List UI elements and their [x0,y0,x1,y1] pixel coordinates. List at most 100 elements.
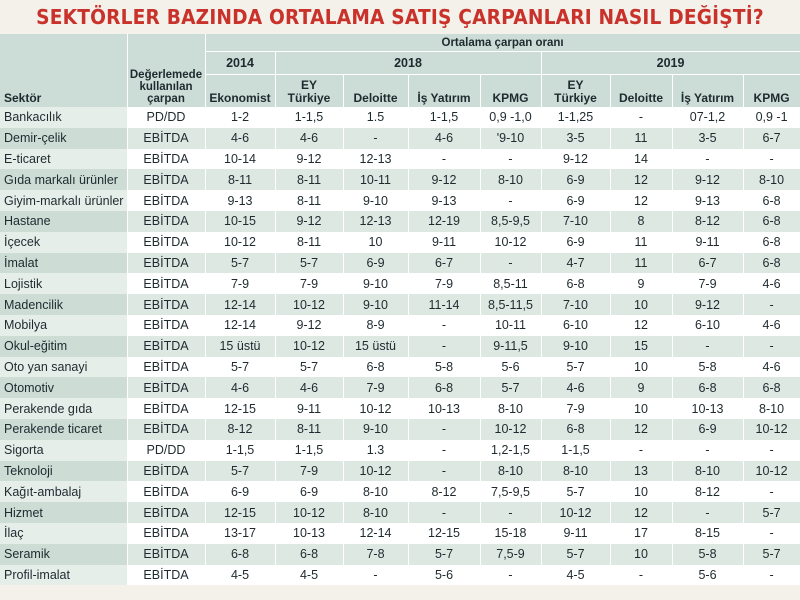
is-yatirim-2019-cell: 7-9 [672,273,744,295]
kpmg-2018-cell: 8,5-11 [480,273,542,295]
table-row: İçecek EBİTDA 10-12 8-11 10 9-11 10-12 6-9 11 9-1… [0,231,800,253]
deloitte-2018-cell: 1.3 [343,439,409,461]
is-yatirim-2019-cell: 8-12 [672,210,744,232]
ey-2018-cell: 9-11 [275,398,344,419]
kpmg-2018-cell: 10-11 [480,314,542,336]
kpmg-2019-cell: 5-7 [743,543,800,565]
sector-cell: Giyim-markalı ürünler [0,190,128,211]
header-ey-2019-line1: EY [567,78,584,92]
header-is-yatirim-2018: İş Yatırım [408,74,481,107]
page-title: SEKTÖRLER BAZINDA ORTALAMA SATIŞ ÇARPANL… [36,5,764,29]
ekonomist-2014-cell: 6-9 [205,481,276,503]
table-row: Seramik EBİTDA 6-8 6-8 7-8 5-7 7,5-9 5-7 10 5-8 5-… [0,543,800,565]
table-row: Profil-imalat EBİTDA 4-5 4-5-5-6-4-5-5-6- [0,564,800,586]
method-cell: EBİTDA [127,314,206,336]
table-row: İmalat EBİTDA 5-7 5-7 6-9 6-7-4-7 11 6-7 6-8 [0,252,800,274]
kpmg-2018-cell: 15-18 [480,522,542,544]
kpmg-2018-cell: - [480,564,542,586]
kpmg-2018-cell: - [480,148,542,170]
deloitte-2018-cell: 7-8 [343,543,409,565]
table-row: Demir-çelik EBİTDA 4-6 4-6-4-6'9-10 3-5 11 3-5… [0,127,800,149]
ey-2018-cell: 8-11 [275,169,344,191]
ekonomist-2014-cell: 5-7 [205,460,276,482]
is-yatirim-2018-cell: 7-9 [408,273,481,295]
ekonomist-2014-cell: 4-6 [205,377,276,399]
sector-cell: Otomotiv [0,377,128,399]
ey-2019-cell: 1-1,5 [541,439,611,461]
method-cell: EBİTDA [127,460,206,482]
sector-cell: Kağıt-ambalaj [0,481,128,503]
method-cell: EBİTDA [127,481,206,503]
ey-2019-cell: 6-9 [541,190,611,211]
sector-cell: Demir-çelik [0,127,128,149]
deloitte-2019-cell: 10 [610,543,673,565]
ey-2018-cell: 10-13 [275,522,344,544]
deloitte-2018-cell: 8-9 [343,314,409,336]
is-yatirim-2018-cell: 4-6 [408,127,481,149]
sector-cell: Hastane [0,210,128,232]
table-row: Giyim-markalı ürünler EBİTDA 9-13 8-11 9-10 9… [0,190,800,211]
ey-2019-cell: 8-10 [541,460,611,482]
deloitte-2019-cell: 10 [610,356,673,378]
ey-2019-cell: 6-8 [541,273,611,295]
ekonomist-2014-cell: 10-15 [205,210,276,232]
table-row: Oto yan sanayi EBİTDA 5-7 5-7 6-8 5-8 5-6 5-7 10… [0,356,800,378]
kpmg-2018-cell: - [480,190,542,211]
table-row: Hizmet EBİTDA 12-15 10-12 8-10- -10-12 12-5-7 [0,502,800,523]
ekonomist-2014-cell: 12-14 [205,294,276,315]
is-yatirim-2018-cell: 5-6 [408,564,481,586]
table-row: E-ticaret EBİTDA 10-14 9-12 12-13- -9-12 14- - [0,148,800,170]
sector-cell: E-ticaret [0,148,128,170]
deloitte-2018-cell: 1.5 [343,107,409,128]
ey-2018-cell: 10-12 [275,294,344,315]
kpmg-2018-cell: 0,9 -1,0 [480,107,542,128]
deloitte-2019-cell: 15 [610,335,673,357]
kpmg-2018-cell: 5-7 [480,377,542,399]
deloitte-2019-cell: 12 [610,418,673,440]
deloitte-2019-cell: 10 [610,481,673,503]
ekonomist-2014-cell: 12-14 [205,314,276,336]
deloitte-2018-cell: 8-10 [343,502,409,523]
table-row: Mobilya EBİTDA 12-14 9-12 8-9-10-11 6-10 12 6-1… [0,314,800,336]
is-yatirim-2018-cell: - [408,439,481,461]
header-is-yatirim-2019: İş Yatırım [672,74,744,107]
kpmg-2018-cell: 10-12 [480,231,542,253]
kpmg-2018-cell: 8-10 [480,398,542,419]
is-yatirim-2019-cell: 9-11 [672,231,744,253]
ekonomist-2014-cell: 10-12 [205,231,276,253]
header-sector: Sektör [0,74,128,107]
ey-2019-cell: 9-11 [541,522,611,544]
ekonomist-2014-cell: 4-6 [205,127,276,149]
table-row: Lojistik EBİTDA 7-9 7-9 9-10 7-9 8,5-11 6-8 9 7-9… [0,273,800,295]
sector-cell: Perakende ticaret [0,418,128,440]
deloitte-2018-cell: 10 [343,231,409,253]
is-yatirim-2019-cell: 3-5 [672,127,744,149]
kpmg-2019-cell: 0,9 -1 [743,107,800,128]
ey-2018-cell: 10-12 [275,502,344,523]
is-yatirim-2018-cell: 9-11 [408,231,481,253]
method-cell: EBİTDA [127,502,206,523]
kpmg-2019-cell: 4-6 [743,314,800,336]
method-cell: EBİTDA [127,564,206,586]
is-yatirim-2019-cell: - [672,439,744,461]
sector-cell: Lojistik [0,273,128,295]
deloitte-2019-cell: 12 [610,502,673,523]
is-yatirim-2018-cell: 6-7 [408,252,481,274]
ey-2019-cell: 5-7 [541,356,611,378]
kpmg-2018-cell: 8-10 [480,460,542,482]
method-cell: EBİTDA [127,418,206,440]
ekonomist-2014-cell: 4-5 [205,564,276,586]
kpmg-2019-cell: - [743,564,800,586]
ekonomist-2014-cell: 1-2 [205,107,276,128]
header-corner [0,34,128,52]
kpmg-2019-cell: 10-12 [743,418,800,440]
is-yatirim-2019-cell: - [672,148,744,170]
kpmg-2018-cell: 10-12 [480,418,542,440]
ekonomist-2014-cell: 5-7 [205,356,276,378]
deloitte-2019-cell: 10 [610,294,673,315]
method-cell: EBİTDA [127,356,206,378]
kpmg-2018-cell: 8-10 [480,169,542,191]
table-row: Madencilik EBİTDA 12-14 10-12 9-10 11-14 8,5-1… [0,294,800,315]
kpmg-2018-cell: 8,5-11,5 [480,294,542,315]
deloitte-2018-cell: 12-13 [343,210,409,232]
